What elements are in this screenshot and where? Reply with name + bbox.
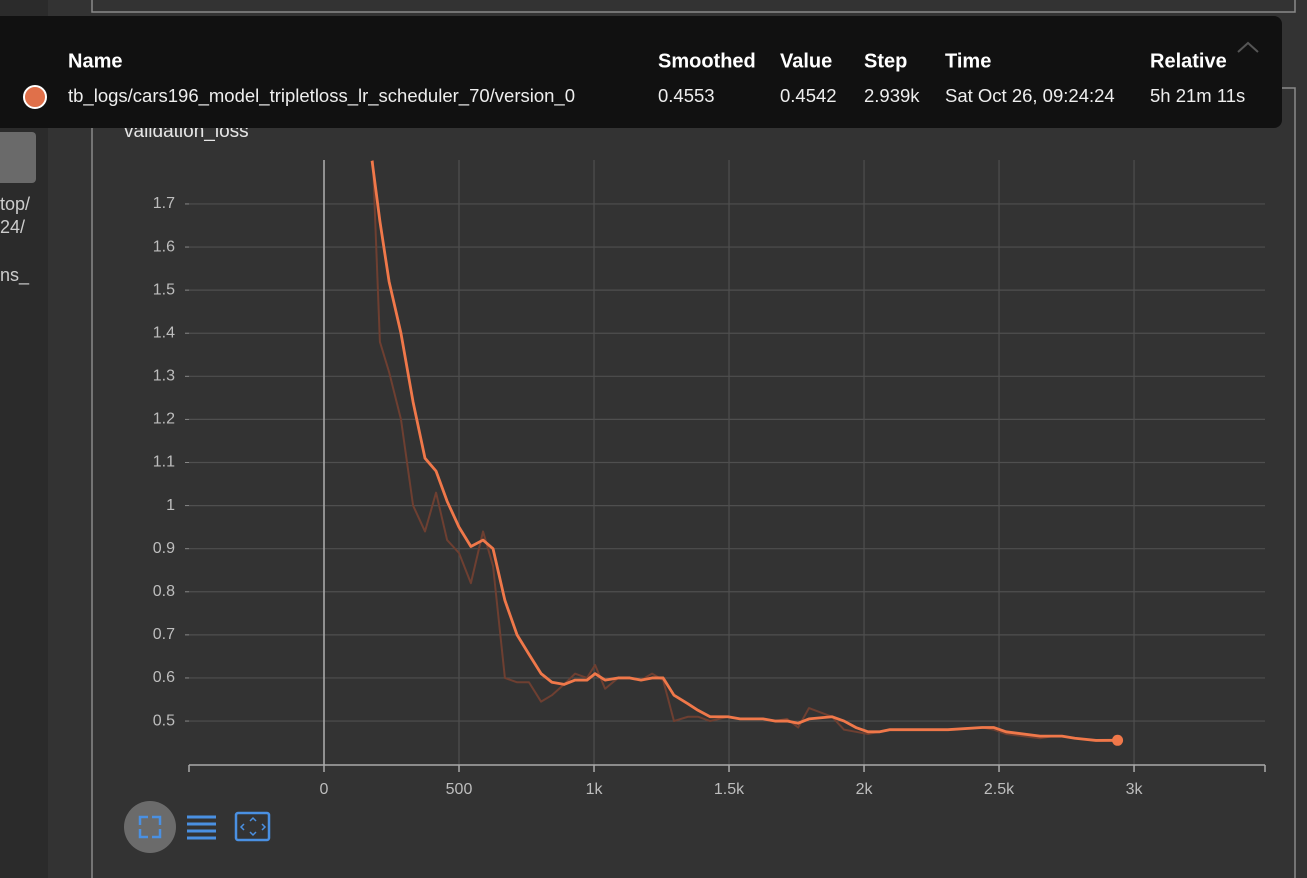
y-tick-label: 0.5 — [153, 712, 175, 729]
data-table-button[interactable] — [187, 815, 216, 840]
y-tick-label: 1.1 — [153, 454, 175, 471]
tooltip-box — [0, 16, 1282, 128]
x-tick-label: 1k — [586, 781, 604, 798]
tooltip-header: Name — [68, 50, 122, 72]
series-line — [370, 160, 1118, 742]
run-color — [23, 85, 47, 109]
x-tick-label: 1.5k — [714, 781, 745, 798]
y-tick-label: 0.8 — [153, 583, 175, 600]
hover-point — [1112, 734, 1124, 746]
fullscreen-button[interactable] — [124, 801, 176, 853]
fullscreen-icon — [138, 815, 162, 839]
y-tick-label: 0.7 — [153, 626, 175, 643]
tooltip-header: Value — [780, 50, 832, 72]
sidebar-text: ns_ — [0, 265, 30, 286]
x-tick-label: 500 — [446, 781, 473, 798]
sidebar-text: top/ — [0, 194, 30, 214]
tooltip-header: Smoothed — [658, 50, 756, 72]
tooltip: Name Smoothed Value Step Time Relative tb_logs… — [0, 16, 1282, 128]
tooltip-header: Relative — [1150, 50, 1227, 72]
tooltip-cell: 0.4542 — [780, 85, 837, 106]
card-border — [91, 0, 1296, 13]
tooltip-cell: tb_logs/cars196_model_tripletloss_lr_sch… — [68, 85, 575, 107]
x-tick-label: 0 — [320, 781, 329, 798]
tooltip-cell: 5h 21m 11s — [1150, 85, 1245, 106]
y-tick-label: 0.6 — [153, 669, 175, 686]
sidebar-text: 24/ — [0, 217, 25, 237]
sidebar — [0, 0, 48, 878]
y-tick-label: 1.7 — [153, 195, 175, 212]
sidebar-button[interactable] — [0, 132, 36, 183]
y-tick-label: 1.2 — [153, 411, 175, 428]
y-tick-label: 1.6 — [153, 238, 175, 255]
x-tick-label: 3k — [1126, 781, 1144, 798]
tooltip-header: Step — [864, 50, 907, 72]
tooltip-header: Time — [945, 50, 991, 72]
collapse-icon[interactable] — [1237, 41, 1259, 53]
plot: 0.5 0.6 0.7 0.8 0.9 1 1.1 1.2 1.3 1.4 1.5 1.6 1.7 0 50… — [153, 160, 1266, 798]
tooltip-cell: 0.4553 — [658, 85, 715, 106]
fit-domain-button[interactable] — [234, 811, 271, 842]
x-tick-label: 2k — [856, 781, 874, 798]
y-tick-label: 1 — [166, 497, 175, 514]
tooltip-cell: Sat Oct 26, 09:24:24 — [945, 85, 1115, 106]
x-tick-label: 2.5k — [984, 781, 1015, 798]
y-tick-label: 1.5 — [153, 281, 175, 298]
y-tick-label: 1.4 — [153, 324, 175, 341]
tooltip-cell: 2.939k — [864, 85, 920, 106]
y-tick-label: 1.3 — [153, 368, 175, 385]
y-tick-label: 0.9 — [153, 540, 175, 557]
